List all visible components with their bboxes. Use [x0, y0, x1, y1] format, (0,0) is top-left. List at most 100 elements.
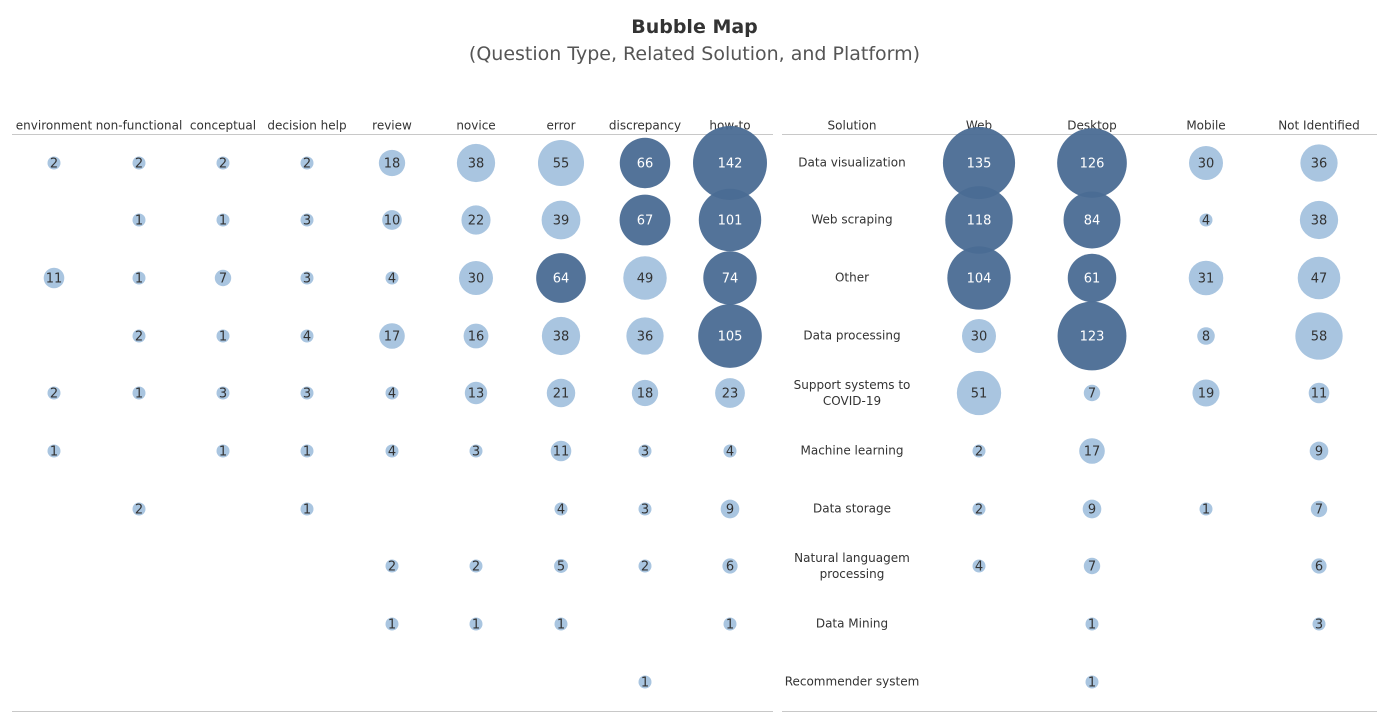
- bubble-mark: [715, 378, 745, 408]
- bubble-mark: [1057, 128, 1127, 198]
- bubble-mark: [1083, 384, 1101, 402]
- bubble-mark: [1199, 213, 1213, 227]
- bubble-mark: [541, 316, 581, 356]
- bubble-mark: [1295, 312, 1343, 360]
- row-label: Data visualization: [798, 156, 905, 170]
- bubble-value-label: 49: [637, 272, 654, 287]
- bubble-value-label: 21: [553, 387, 570, 402]
- bubble-value-label: 2: [975, 503, 983, 518]
- bubble-mark: [300, 444, 314, 458]
- bubble-value-label: 4: [303, 330, 311, 345]
- bubble-mark: [378, 149, 406, 177]
- bubble-value-label: 2: [135, 157, 143, 172]
- bubble-mark: [216, 213, 230, 227]
- bubble-value-label: 2: [472, 560, 480, 575]
- bubble-value-label: 5: [557, 560, 565, 575]
- bubble-mark: [720, 499, 740, 519]
- bubble-mark: [1067, 253, 1117, 303]
- column-header: Desktop: [1067, 119, 1117, 133]
- bubble-value-label: 4: [726, 445, 734, 460]
- bubble-mark: [47, 444, 61, 458]
- bubble-value-label: 4: [557, 503, 565, 518]
- bubble-mark: [1085, 675, 1099, 689]
- bubble-value-label: 6: [1315, 560, 1323, 575]
- row-label: Natural languagem processing: [794, 551, 910, 581]
- row-label: Machine learning: [800, 444, 903, 458]
- bubble-value-label: 9: [1088, 503, 1096, 518]
- bubble-mark: [638, 444, 652, 458]
- bubble-value-label: 18: [637, 387, 654, 402]
- row-label-line: processing: [820, 567, 885, 581]
- bubble-value-label: 1: [303, 445, 311, 460]
- bubble-mark: [1085, 617, 1099, 631]
- bubble-mark: [541, 200, 581, 240]
- bubble-mark: [464, 381, 488, 405]
- row-label: Web scraping: [811, 213, 892, 227]
- bubble-value-label: 67: [637, 214, 654, 229]
- bubble-value-label: 30: [468, 272, 485, 287]
- bubble-value-label: 2: [50, 157, 58, 172]
- bubble-mark: [1192, 379, 1220, 407]
- bubble-value-label: 123: [1080, 330, 1105, 345]
- bubble-mark: [698, 304, 762, 368]
- bubble-mark: [619, 194, 671, 246]
- bubble-value-label: 30: [971, 330, 988, 345]
- bubble-mark: [300, 213, 314, 227]
- bubble-mark: [469, 617, 483, 631]
- bubble-mark: [132, 156, 146, 170]
- bubble-value-label: 4: [388, 387, 396, 402]
- bubble-value-label: 4: [388, 272, 396, 287]
- bubble-value-label: 55: [553, 157, 570, 172]
- bubble-mark: [961, 318, 997, 354]
- bubble-mark: [456, 143, 496, 183]
- bubble-mark: [550, 440, 572, 462]
- bubble-value-label: 9: [1315, 445, 1323, 460]
- bubble-mark: [382, 210, 402, 230]
- bubble-mark: [956, 370, 1002, 416]
- bubble-mark: [379, 323, 405, 349]
- bubble-value-label: 105: [718, 330, 743, 345]
- bubble-mark: [469, 559, 483, 573]
- bubble-mark: [300, 386, 314, 400]
- bubble-value-label: 3: [303, 272, 311, 287]
- bubble-mark: [631, 379, 659, 407]
- bubble-value-label: 118: [967, 214, 992, 229]
- column-header: decision help: [267, 119, 346, 133]
- bubble-value-label: 3: [303, 387, 311, 402]
- row-label: Data processing: [803, 329, 900, 343]
- bubble-mark: [554, 617, 568, 631]
- bubble-mark: [972, 444, 986, 458]
- bubble-value-label: 101: [718, 214, 743, 229]
- bubble-mark: [1197, 327, 1215, 345]
- bubble-value-label: 1: [219, 330, 227, 345]
- bubble-value-label: 13: [468, 387, 485, 402]
- bubble-value-label: 1: [219, 214, 227, 229]
- bubble-mark: [638, 675, 652, 689]
- bubble-mark: [942, 126, 1016, 200]
- bubble-value-label: 1: [726, 618, 734, 633]
- bubble-mark: [385, 386, 399, 400]
- bubble-mark: [546, 378, 576, 408]
- bubble-mark: [300, 329, 314, 343]
- bubble-value-label: 7: [1088, 560, 1096, 575]
- bubble-value-label: 8: [1202, 330, 1210, 345]
- bubble-mark: [693, 126, 767, 200]
- bubble-mark: [132, 386, 146, 400]
- bubble-value-label: 17: [384, 330, 401, 345]
- bubble-value-label: 7: [1088, 387, 1096, 402]
- bubble-mark: [537, 139, 585, 187]
- bubble-value-label: 2: [219, 157, 227, 172]
- bubble-mark: [458, 260, 494, 296]
- bubble-mark: [216, 329, 230, 343]
- bubble-value-label: 64: [553, 272, 570, 287]
- bubble-value-label: 1: [1088, 618, 1096, 633]
- bubble-mark: [385, 444, 399, 458]
- column-header: error: [546, 119, 575, 133]
- bubble-value-label: 51: [971, 387, 988, 402]
- bubble-value-label: 126: [1080, 157, 1105, 172]
- bubble-value-label: 142: [718, 157, 743, 172]
- bubble-mark: [947, 246, 1011, 310]
- bubble-value-label: 11: [46, 272, 63, 287]
- bubble-value-label: 2: [50, 387, 58, 402]
- bubble-value-label: 7: [1315, 503, 1323, 518]
